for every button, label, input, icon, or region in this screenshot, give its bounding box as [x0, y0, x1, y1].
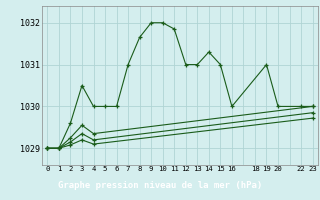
Text: Graphe pression niveau de la mer (hPa): Graphe pression niveau de la mer (hPa) [58, 181, 262, 190]
